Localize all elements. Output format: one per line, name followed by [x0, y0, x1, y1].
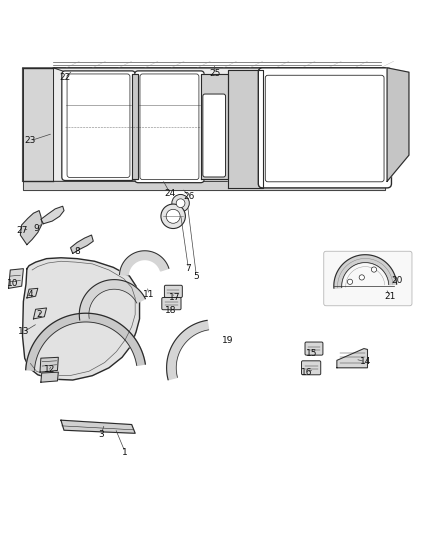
Text: 4: 4: [28, 290, 33, 300]
Polygon shape: [22, 68, 53, 181]
Text: 20: 20: [392, 276, 403, 285]
Polygon shape: [40, 357, 58, 372]
Text: 5: 5: [194, 272, 199, 280]
Polygon shape: [132, 75, 138, 179]
Text: 2: 2: [36, 310, 42, 319]
Text: 1: 1: [122, 448, 128, 457]
FancyBboxPatch shape: [164, 285, 182, 297]
Circle shape: [359, 275, 364, 280]
Text: 24: 24: [165, 189, 176, 198]
Circle shape: [166, 209, 180, 223]
Polygon shape: [22, 258, 140, 380]
Circle shape: [161, 204, 185, 229]
Polygon shape: [27, 288, 38, 298]
Text: 8: 8: [74, 247, 80, 256]
Text: 12: 12: [44, 365, 55, 374]
Text: 15: 15: [306, 349, 317, 358]
Polygon shape: [138, 75, 201, 179]
Text: 11: 11: [143, 290, 155, 300]
FancyBboxPatch shape: [258, 68, 392, 188]
Polygon shape: [53, 68, 407, 101]
Text: 10: 10: [7, 279, 19, 288]
FancyBboxPatch shape: [203, 94, 226, 177]
Text: 27: 27: [16, 226, 27, 235]
Polygon shape: [22, 68, 407, 181]
Polygon shape: [41, 372, 58, 382]
Polygon shape: [9, 269, 23, 288]
Polygon shape: [41, 206, 64, 224]
Text: 19: 19: [222, 336, 233, 345]
Polygon shape: [120, 251, 169, 275]
Polygon shape: [205, 96, 223, 175]
Polygon shape: [65, 75, 132, 177]
Circle shape: [172, 195, 189, 212]
Text: 23: 23: [25, 136, 36, 146]
Polygon shape: [201, 75, 228, 179]
Text: 13: 13: [18, 327, 29, 336]
Polygon shape: [79, 280, 145, 320]
FancyBboxPatch shape: [62, 71, 135, 181]
Text: 18: 18: [165, 305, 177, 314]
Circle shape: [371, 267, 377, 272]
Text: 22: 22: [60, 74, 71, 83]
Polygon shape: [337, 349, 367, 368]
Text: 25: 25: [209, 69, 220, 78]
Text: 21: 21: [385, 292, 396, 301]
Text: 9: 9: [34, 223, 39, 232]
Polygon shape: [71, 235, 93, 253]
FancyBboxPatch shape: [301, 361, 321, 375]
Text: 14: 14: [360, 357, 371, 366]
Text: 26: 26: [184, 192, 195, 201]
Polygon shape: [33, 308, 46, 319]
Polygon shape: [387, 68, 409, 181]
Text: 3: 3: [98, 430, 104, 439]
Text: 17: 17: [169, 294, 180, 302]
Polygon shape: [26, 313, 145, 370]
Polygon shape: [228, 70, 263, 188]
FancyBboxPatch shape: [162, 297, 181, 310]
Polygon shape: [166, 320, 208, 379]
Polygon shape: [61, 420, 135, 433]
Circle shape: [347, 279, 353, 285]
Text: 7: 7: [186, 264, 191, 273]
Text: 16: 16: [300, 368, 312, 377]
Polygon shape: [20, 211, 42, 245]
FancyBboxPatch shape: [305, 342, 323, 355]
Polygon shape: [334, 255, 397, 288]
Polygon shape: [22, 181, 385, 190]
FancyBboxPatch shape: [324, 251, 412, 306]
Circle shape: [176, 199, 185, 207]
FancyBboxPatch shape: [135, 71, 204, 183]
